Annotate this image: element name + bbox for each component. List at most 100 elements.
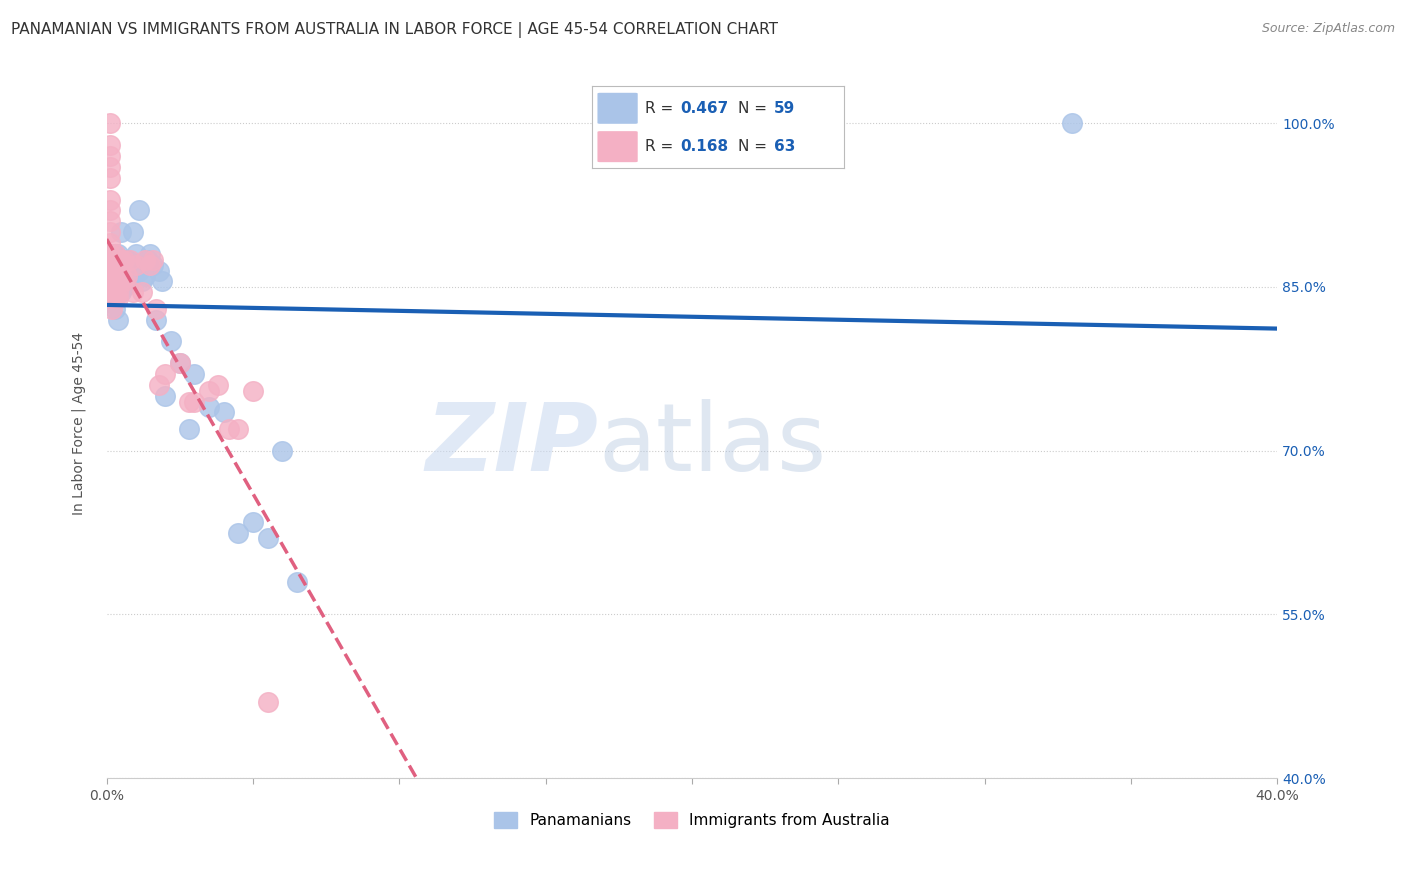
Text: Source: ZipAtlas.com: Source: ZipAtlas.com	[1261, 22, 1395, 36]
Point	[136, 252, 159, 267]
Point	[118, 258, 141, 272]
Point	[125, 258, 148, 272]
Point	[118, 275, 141, 289]
Point	[104, 252, 127, 267]
Point	[98, 193, 121, 207]
Point	[169, 356, 191, 370]
Text: ZIP: ZIP	[426, 399, 599, 491]
Point	[98, 203, 121, 218]
Point	[115, 263, 138, 277]
Point	[134, 252, 156, 267]
Point	[104, 268, 127, 283]
Point	[104, 291, 127, 305]
Point	[139, 247, 162, 261]
Point	[207, 378, 229, 392]
Point	[242, 384, 264, 398]
Point	[98, 214, 121, 228]
Point	[101, 285, 124, 300]
Point	[98, 225, 121, 239]
Point	[107, 285, 129, 300]
Point	[271, 443, 294, 458]
Point	[110, 268, 132, 283]
Point	[110, 258, 132, 272]
Point	[101, 291, 124, 305]
Point	[98, 170, 121, 185]
Point	[101, 285, 124, 300]
Point	[145, 312, 167, 326]
Point	[110, 268, 132, 283]
Point	[107, 252, 129, 267]
Point	[122, 225, 145, 239]
Point	[101, 275, 124, 289]
Point	[142, 252, 165, 267]
Point	[134, 268, 156, 283]
Point	[104, 252, 127, 267]
Point	[198, 400, 221, 414]
Point	[125, 258, 148, 272]
Point	[107, 258, 129, 272]
Point	[104, 252, 127, 267]
Point	[104, 280, 127, 294]
Point	[101, 252, 124, 267]
Point	[118, 252, 141, 267]
Point	[101, 252, 124, 267]
Point	[104, 291, 127, 305]
Point	[98, 275, 121, 289]
Point	[153, 389, 176, 403]
Point	[226, 525, 249, 540]
Point	[104, 285, 127, 300]
Point	[112, 280, 135, 294]
Legend: Panamanians, Immigrants from Australia: Panamanians, Immigrants from Australia	[488, 806, 896, 834]
Point	[150, 275, 173, 289]
Point	[242, 515, 264, 529]
Point	[101, 291, 124, 305]
Point	[98, 160, 121, 174]
Point	[142, 258, 165, 272]
Point	[160, 334, 183, 349]
Point	[107, 291, 129, 305]
Point	[198, 384, 221, 398]
Point	[101, 252, 124, 267]
Point	[104, 247, 127, 261]
Point	[112, 275, 135, 289]
Point	[125, 247, 148, 261]
Point	[218, 422, 240, 436]
Point	[107, 275, 129, 289]
Text: PANAMANIAN VS IMMIGRANTS FROM AUSTRALIA IN LABOR FORCE | AGE 45-54 CORRELATION C: PANAMANIAN VS IMMIGRANTS FROM AUSTRALIA …	[11, 22, 779, 38]
Point	[285, 574, 308, 589]
Point	[177, 422, 200, 436]
Point	[131, 275, 153, 289]
Point	[104, 275, 127, 289]
Point	[101, 275, 124, 289]
Point	[139, 258, 162, 272]
Point	[107, 275, 129, 289]
Point	[110, 252, 132, 267]
Point	[1062, 116, 1084, 130]
Point	[101, 301, 124, 316]
Point	[104, 268, 127, 283]
Point	[101, 268, 124, 283]
Point	[128, 263, 150, 277]
Point	[128, 203, 150, 218]
Point	[101, 296, 124, 310]
Point	[153, 368, 176, 382]
Point	[104, 301, 127, 316]
Point	[148, 378, 170, 392]
Point	[110, 275, 132, 289]
Point	[104, 268, 127, 283]
Point	[98, 236, 121, 251]
Point	[101, 275, 124, 289]
Point	[107, 247, 129, 261]
Point	[148, 263, 170, 277]
Point	[104, 280, 127, 294]
Point	[183, 394, 205, 409]
Point	[226, 422, 249, 436]
Point	[104, 247, 127, 261]
Point	[98, 149, 121, 163]
Point	[145, 301, 167, 316]
Point	[98, 258, 121, 272]
Point	[107, 312, 129, 326]
Point	[98, 137, 121, 152]
Point	[101, 258, 124, 272]
Point	[98, 247, 121, 261]
